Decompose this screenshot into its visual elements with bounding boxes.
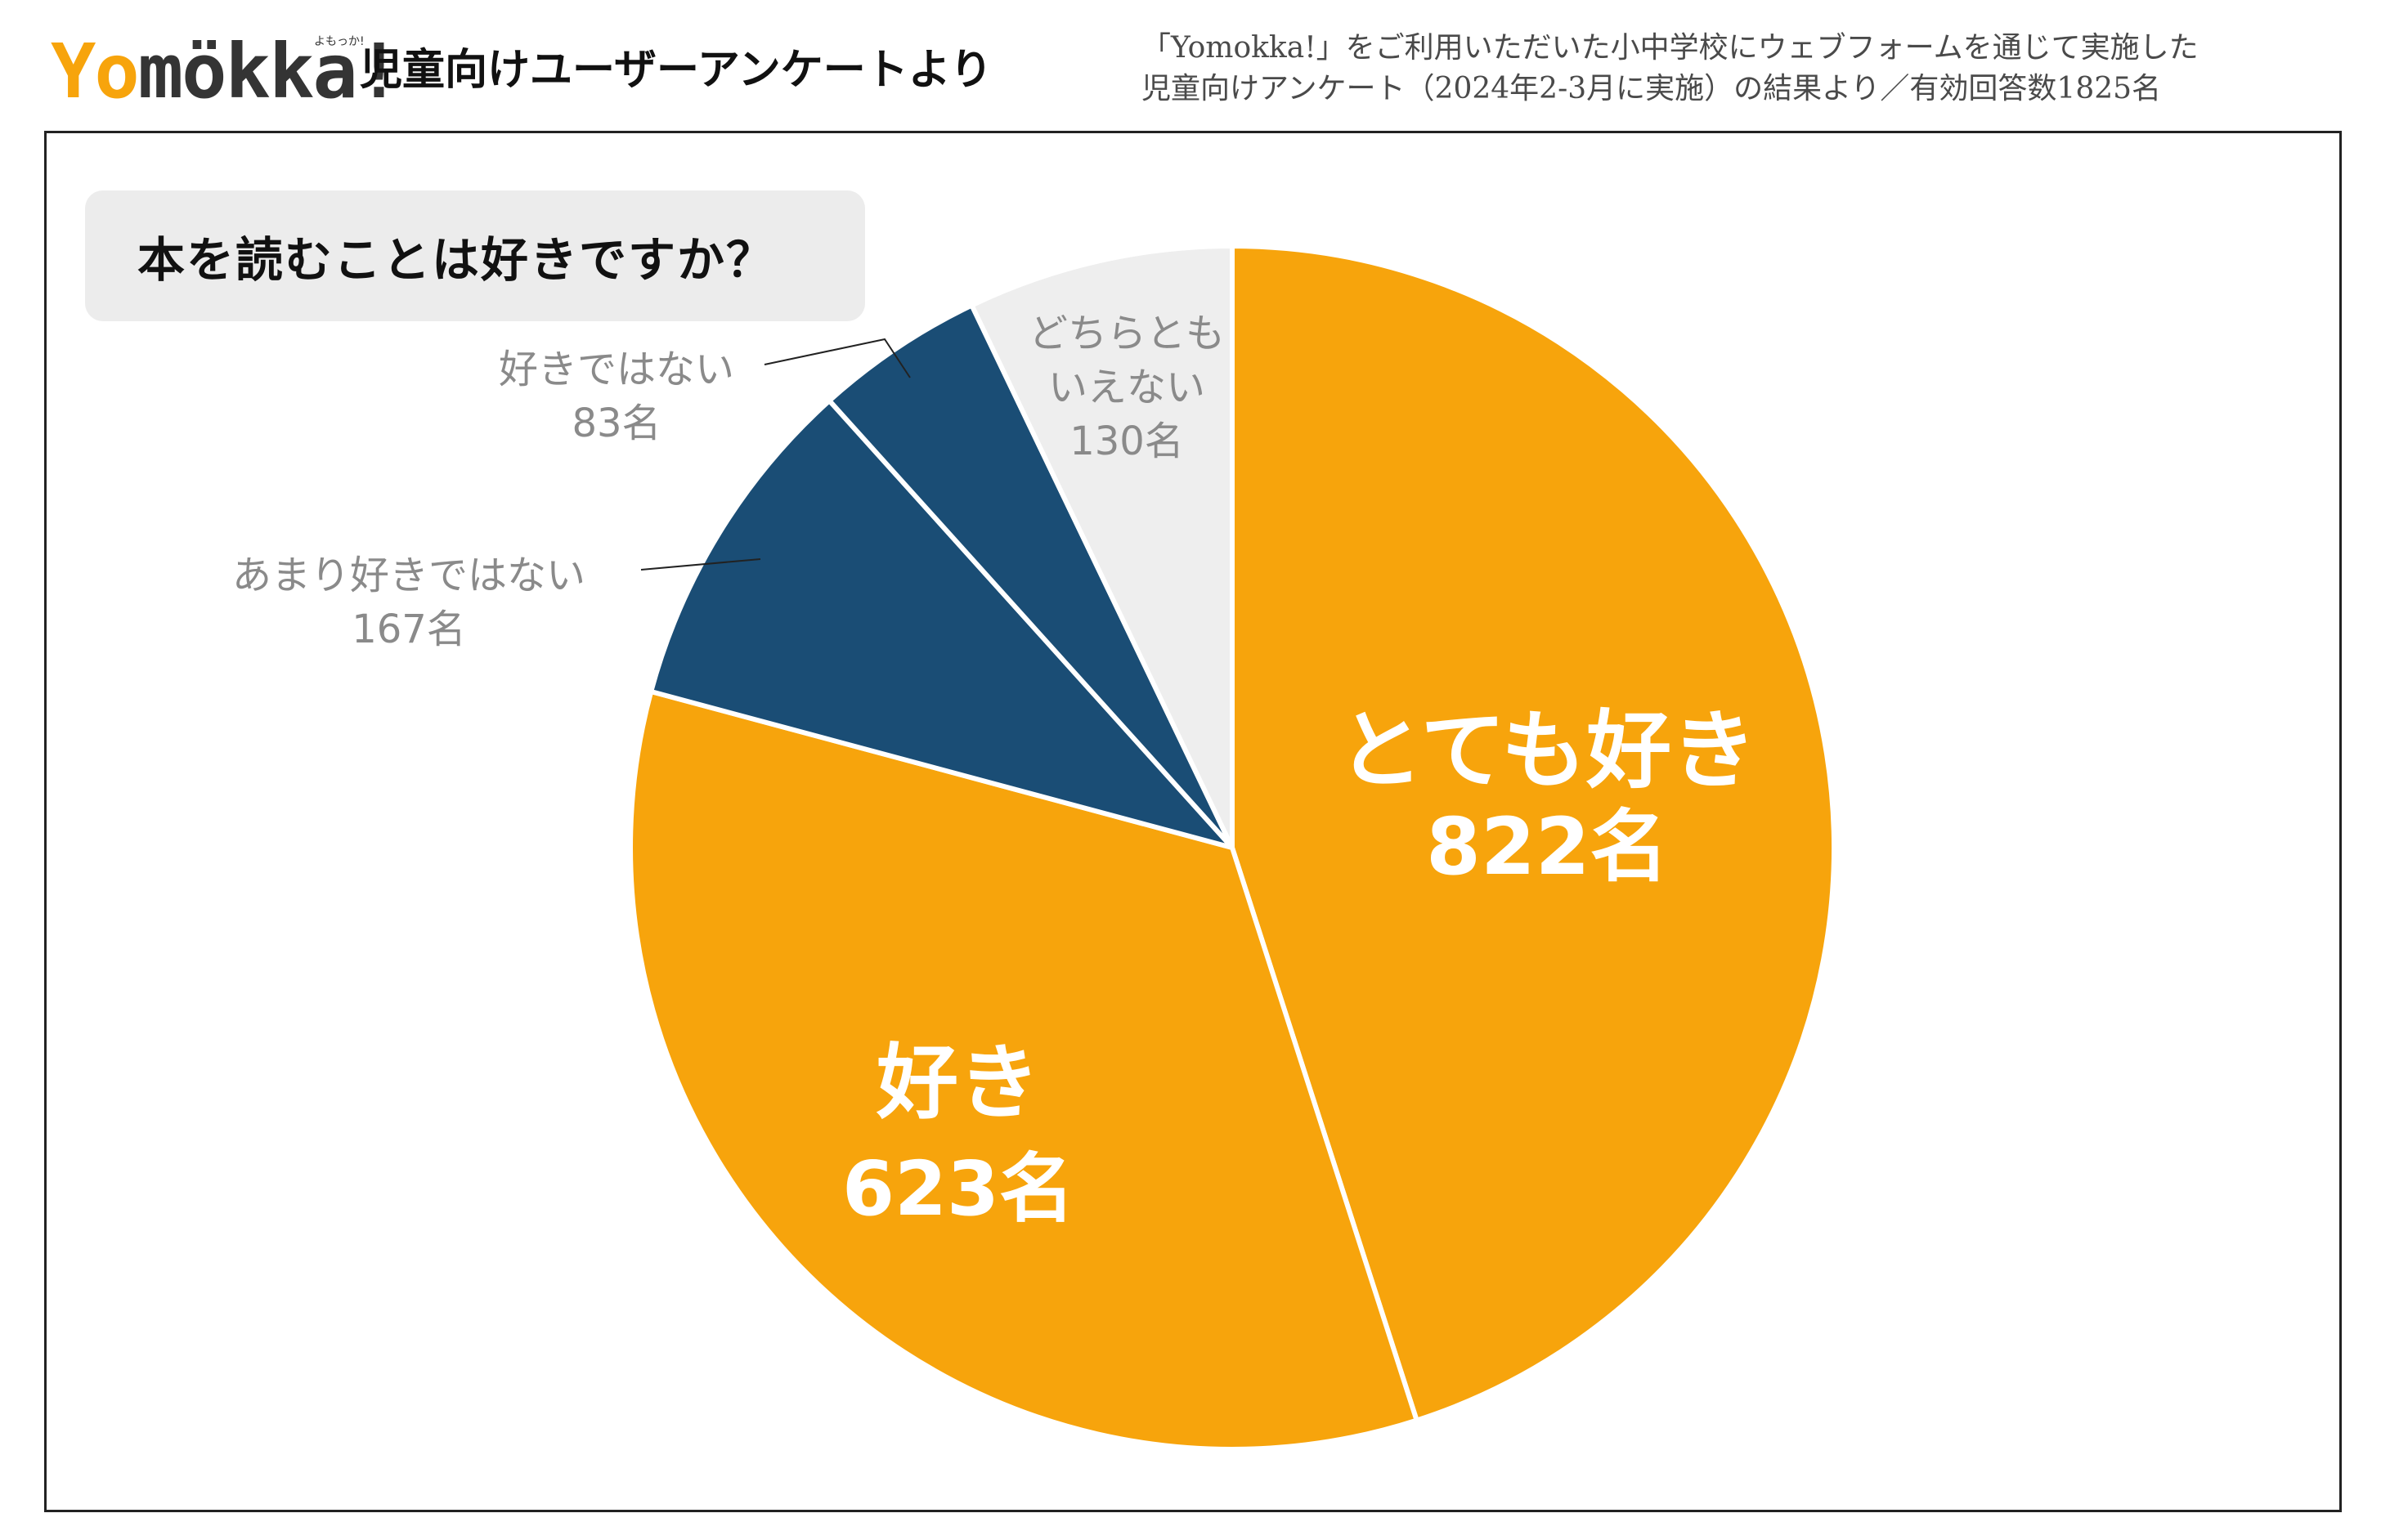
slice-value-totemo-suki: 822名 bbox=[1426, 801, 1668, 893]
survey-note-line-1: 「Yomokka!」をご利用いただいた小中学校にウェブフォームを通じて実施した bbox=[1141, 31, 2199, 65]
slice-value-suki-dewanai: 83名 bbox=[572, 401, 661, 446]
slice-label-dochira-tomo-ienai-line-1: どちらとも bbox=[1029, 311, 1225, 356]
slice-value-dochira-tomo-ienai: 130名 bbox=[1069, 419, 1184, 464]
pie-slice-dochira-tomo-ienai bbox=[969, 244, 1235, 850]
logo-part-yo: Yo bbox=[51, 28, 140, 115]
slice-value-suki: 623名 bbox=[842, 1145, 1074, 1233]
logo-tagline: よもっか! bbox=[314, 35, 365, 48]
leader-line-suki-dewanai bbox=[764, 338, 911, 378]
logo-part-mokka: mökka! bbox=[137, 28, 401, 115]
pie-slice-amari-suki-dewanai bbox=[648, 398, 1235, 850]
pie-slice-totemo-suki bbox=[1230, 244, 1836, 1423]
slice-value-amari-suki-dewanai: 167名 bbox=[352, 607, 466, 652]
slice-label-dochira-tomo-ienai-line-2: いえない bbox=[1048, 365, 1205, 410]
question-text: 本を読むことは好きですか？ bbox=[137, 232, 776, 288]
pie-slice-suki-dewanai bbox=[827, 302, 1235, 850]
page-title: 児童向けユーザーアンケートより bbox=[360, 46, 993, 95]
slice-label-suki: 好き bbox=[876, 1035, 1040, 1130]
survey-note: 「Yomokka!」をご利用いただいた小中学校にウェブフォームを通じて実施した … bbox=[1141, 28, 2343, 110]
pie-slice-suki bbox=[628, 688, 1419, 1452]
logo-wordmark: Yomökka! bbox=[51, 23, 401, 121]
question-box: 本を読むことは好きですか？ bbox=[85, 190, 865, 321]
slice-label-totemo-suki: とても好き bbox=[1338, 701, 1757, 800]
chart-frame bbox=[44, 131, 2342, 1512]
survey-note-line-2: 児童向けアンケート（2024年2-3月に実施）の結果より／有効回答数1825名 bbox=[1141, 72, 2162, 105]
leader-line-amari-suki-dewanai bbox=[640, 558, 761, 571]
slice-label-suki-dewanai-line-1: 好きではない bbox=[499, 347, 734, 392]
slice-label-amari-suki-dewanai-line-1: あまり好きではない bbox=[232, 553, 585, 598]
